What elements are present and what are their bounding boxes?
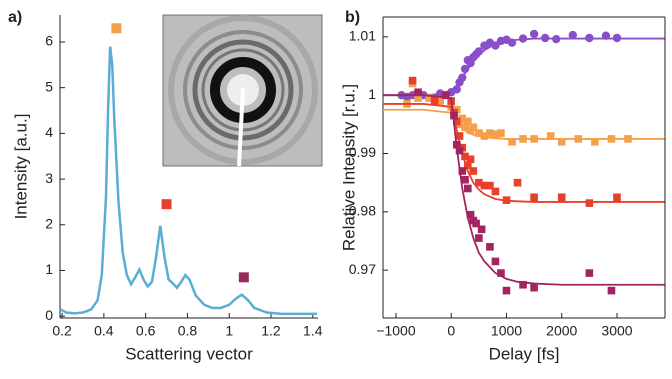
data-point [414,88,422,96]
data-point [409,77,417,85]
data-point [497,269,505,277]
data-point [464,185,472,193]
peak-marker [111,23,121,33]
data-point [591,138,599,146]
y-tick-label: 4 [45,124,53,140]
data-point [530,193,538,201]
peak-marker [162,199,172,209]
data-point [486,243,494,251]
data-point [519,34,527,42]
data-point [530,135,538,143]
data-point [431,97,439,105]
data-point [558,193,566,201]
panel-label: b) [345,9,360,26]
data-point [558,138,566,146]
data-point [475,234,483,242]
y-tick-label: 1.01 [349,28,376,44]
y-tick-label: 3 [45,170,53,186]
data-point [458,167,466,175]
y-tick-label: 0.99 [349,144,376,160]
data-point [586,269,594,277]
peak-marker [239,272,249,282]
data-point [456,132,464,140]
data-point [624,135,632,143]
data-point [541,34,549,42]
data-point [586,199,594,207]
data-point [497,129,505,137]
data-point [608,287,616,295]
panel-label: a) [8,9,22,26]
data-point [613,193,621,201]
data-point [514,179,522,187]
data-point [530,30,538,38]
fit-line [383,110,665,139]
data-point [519,281,527,289]
data-point [613,34,621,42]
y-tick-label: 6 [45,33,53,49]
data-point [467,156,475,164]
data-point [503,196,511,204]
x-tick-label: 1.4 [303,323,323,339]
x-tick-label: 1.2 [261,323,281,339]
data-point [547,132,555,140]
x-tick-label: −1000 [376,323,416,339]
data-point [602,31,610,39]
x-tick-label: 0.6 [136,323,156,339]
data-point [608,135,616,143]
data-point [575,135,583,143]
fit-line [383,104,665,202]
x-tick-label: 3000 [601,323,632,339]
y-axis-title: Relative Intensity [r.u.] [339,84,358,251]
y-tick-label: 0.98 [349,203,376,219]
data-point [492,188,500,196]
x-axis-title: Delay [fs] [489,344,560,363]
data-point [585,34,593,42]
y-tick-label: 0 [45,307,53,323]
x-tick-label: 0.4 [94,323,114,339]
x-tick-label: 0.2 [52,323,72,339]
data-point [508,38,516,46]
data-point [530,284,538,292]
x-tick-label: 1 [225,323,233,339]
y-tick-label: 2 [45,215,53,231]
y-axis-title: Intensity [a.u.] [11,114,30,220]
data-point [456,147,464,155]
data-point [519,135,527,143]
data-point [450,112,458,120]
fit-line [383,39,665,96]
fit-line [383,95,665,285]
data-point [503,287,511,295]
data-point [442,91,450,99]
y-tick-label: 1 [368,86,376,102]
y-tick-label: 5 [45,78,53,94]
data-point [492,258,500,266]
x-tick-label: 1000 [491,323,522,339]
y-tick-label: 1 [45,261,53,277]
y-tick-label: 0.97 [349,261,376,277]
data-point [461,176,469,184]
x-tick-label: 2000 [546,323,577,339]
data-point [508,138,516,146]
data-point [569,31,577,39]
x-tick-label: 0 [447,323,455,339]
figure: a) Scattering vector Intensity [a.u.] 0.2 0.… [0,0,672,379]
inset-image [163,15,322,166]
x-axis-title: Scattering vector [125,344,253,363]
data-point [478,226,486,234]
data-point [458,73,466,81]
data-point [552,35,560,43]
x-tick-label: 0.8 [178,323,198,339]
data-point [470,167,478,175]
